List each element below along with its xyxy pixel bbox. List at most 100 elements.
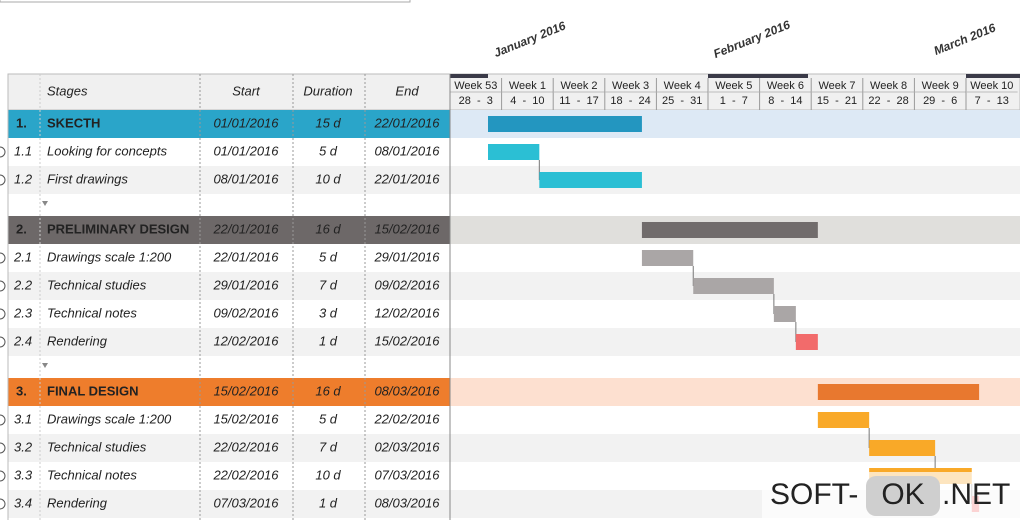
row-duration: 1 d bbox=[319, 333, 338, 348]
week-label: Week 1 bbox=[509, 80, 546, 92]
row-name: Rendering bbox=[47, 495, 108, 510]
row-number: 3.1 bbox=[14, 411, 32, 426]
row-number: 3.4 bbox=[14, 495, 32, 510]
row-duration: 5 d bbox=[319, 249, 338, 264]
task-bar bbox=[539, 172, 642, 188]
column-header: Stages bbox=[47, 83, 88, 98]
month-label: January 2016 bbox=[492, 18, 568, 60]
task-row-bg bbox=[8, 434, 1020, 462]
week-label: Week 6 bbox=[767, 80, 804, 92]
row-bullet bbox=[0, 308, 6, 320]
week-days: 22 - 28 bbox=[868, 95, 908, 107]
row-end: 02/03/2016 bbox=[374, 439, 440, 454]
row-start: 22/01/2016 bbox=[212, 249, 279, 264]
task-row-bg bbox=[8, 328, 1020, 356]
row-duration: 16 d bbox=[315, 383, 341, 398]
row-number: 3. bbox=[16, 383, 27, 398]
row-end: 15/02/2016 bbox=[374, 333, 440, 348]
row-start: 07/03/2016 bbox=[213, 495, 279, 510]
row-name: Drawings scale 1:200 bbox=[47, 411, 172, 426]
week-days: 7 - 13 bbox=[975, 95, 1009, 107]
row-number: 3.2 bbox=[14, 439, 33, 454]
week-label: Week 7 bbox=[818, 80, 855, 92]
row-end: 07/03/2016 bbox=[374, 467, 440, 482]
week-label: Week 10 bbox=[970, 80, 1013, 92]
row-start: 15/02/2016 bbox=[213, 411, 279, 426]
row-bullet bbox=[0, 174, 6, 186]
week-days: 25 - 31 bbox=[662, 95, 702, 107]
task-bar bbox=[693, 278, 774, 294]
task-row-bg bbox=[8, 166, 1020, 194]
stage-row-bg bbox=[8, 110, 450, 138]
row-start: 22/02/2016 bbox=[212, 439, 279, 454]
week-label: Week 53 bbox=[454, 80, 497, 92]
row-end: 22/02/2016 bbox=[373, 411, 440, 426]
row-duration: 1 d bbox=[319, 495, 338, 510]
stage-row-bg bbox=[8, 378, 450, 406]
row-start: 09/02/2016 bbox=[213, 305, 279, 320]
watermark-box bbox=[866, 476, 940, 516]
week-label: Week 4 bbox=[664, 80, 701, 92]
cropped-box bbox=[0, 0, 411, 3]
week-days: 28 - 3 bbox=[459, 95, 493, 107]
row-bullet bbox=[0, 280, 6, 292]
row-name: Drawings scale 1:200 bbox=[47, 249, 172, 264]
row-name: PRELIMINARY DESIGN bbox=[47, 221, 189, 236]
task-row-bg bbox=[8, 300, 1020, 328]
row-name: Technical notes bbox=[47, 467, 137, 482]
week-days: 4 - 10 bbox=[510, 95, 544, 107]
row-end: 22/01/2016 bbox=[373, 171, 440, 186]
week-label: Week 2 bbox=[560, 80, 597, 92]
row-name: Technical studies bbox=[47, 277, 147, 292]
row-name: Rendering bbox=[47, 333, 108, 348]
row-start: 12/02/2016 bbox=[213, 333, 279, 348]
row-name: FINAL DESIGN bbox=[47, 383, 139, 398]
row-duration: 10 d bbox=[315, 171, 341, 186]
task-bar bbox=[795, 334, 818, 350]
row-duration: 16 d bbox=[315, 221, 341, 236]
row-number: 1.2 bbox=[14, 171, 33, 186]
watermark-left: SOFT- bbox=[770, 478, 858, 511]
row-start: 01/01/2016 bbox=[213, 143, 279, 158]
row-number: 2.3 bbox=[13, 305, 33, 320]
task-bar bbox=[488, 144, 540, 160]
row-end: 08/03/2016 bbox=[374, 495, 440, 510]
row-duration: 10 d bbox=[315, 467, 341, 482]
row-end: 29/01/2016 bbox=[373, 249, 440, 264]
row-duration: 15 d bbox=[315, 115, 341, 130]
week-days: 29 - 6 bbox=[923, 95, 957, 107]
week-label: Week 8 bbox=[870, 80, 907, 92]
month-label: March 2016 bbox=[932, 20, 998, 58]
column-header: Duration bbox=[303, 83, 352, 98]
row-end: 12/02/2016 bbox=[374, 305, 440, 320]
stage-bar bbox=[817, 384, 980, 400]
row-duration: 7 d bbox=[319, 277, 338, 292]
row-end: 09/02/2016 bbox=[374, 277, 440, 292]
row-number: 2. bbox=[16, 221, 27, 236]
task-row-bg bbox=[8, 244, 1020, 272]
column-header: End bbox=[395, 83, 419, 98]
row-number: 2.2 bbox=[13, 277, 33, 292]
row-end: 08/03/2016 bbox=[374, 383, 440, 398]
row-name: First drawings bbox=[47, 171, 128, 186]
month-marker bbox=[966, 74, 1020, 78]
row-number: 1.1 bbox=[14, 143, 32, 158]
row-end: 08/01/2016 bbox=[374, 143, 440, 158]
row-number: 1. bbox=[16, 115, 27, 130]
task-bar bbox=[869, 440, 936, 456]
month-marker bbox=[450, 74, 488, 78]
row-bullet bbox=[0, 252, 6, 264]
week-days: 18 - 24 bbox=[610, 95, 650, 107]
task-bar bbox=[817, 412, 870, 428]
stage-row-bg bbox=[8, 216, 450, 244]
month-label: February 2016 bbox=[711, 17, 792, 61]
column-header: Start bbox=[232, 83, 261, 98]
task-row-bg bbox=[8, 272, 1020, 300]
week-label: Week 9 bbox=[922, 80, 959, 92]
row-name: SKECTH bbox=[47, 115, 100, 130]
row-start: 22/01/2016 bbox=[212, 221, 279, 236]
row-start: 22/02/2016 bbox=[212, 467, 279, 482]
collapse-icon bbox=[42, 201, 48, 206]
stage-bar bbox=[641, 222, 818, 238]
